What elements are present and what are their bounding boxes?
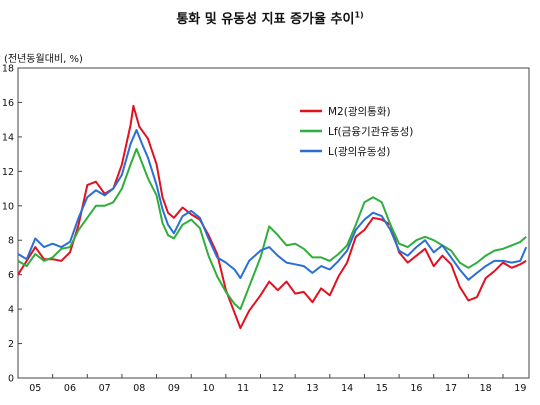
chart-title-text: 통화 및 유동성 지표 증가율 추이 <box>176 12 355 27</box>
y-tick-label: 0 <box>8 374 14 385</box>
legend-label-0: M2(광의통화) <box>328 106 391 118</box>
legend-label-1: Lf(금융기관유동성) <box>328 126 413 138</box>
x-tick-label: 16 <box>410 383 422 394</box>
x-tick-label: 19 <box>514 383 526 394</box>
x-tick-label: 07 <box>99 383 111 394</box>
legend-label-2: L(광의유동성) <box>328 146 390 158</box>
series-lines <box>17 104 528 330</box>
x-tick-label: 06 <box>64 383 76 394</box>
x-tick-label: 08 <box>133 383 145 394</box>
y-tick-label: 12 <box>2 167 14 178</box>
x-tick-label: 13 <box>306 383 318 394</box>
y-tick-label: 18 <box>2 64 14 75</box>
x-tick-label: 05 <box>29 383 41 394</box>
x-tick-label: 09 <box>168 383 180 394</box>
y-tick-label: 2 <box>8 339 14 350</box>
x-tick-label: 18 <box>480 383 492 394</box>
y-tick-label: 14 <box>2 132 14 143</box>
series-line-1 <box>17 147 527 311</box>
y-tick-label: 4 <box>8 305 14 316</box>
title-footnote: 1) <box>354 10 364 20</box>
x-tick-label: 12 <box>272 383 284 394</box>
x-tick-label: 10 <box>202 383 214 394</box>
chart-title: 통화 및 유동성 지표 증가율 추이1) <box>0 8 540 27</box>
x-tick-label: 17 <box>445 383 457 394</box>
series-line-0 <box>17 104 527 330</box>
x-tick-label: 15 <box>376 383 388 394</box>
x-tick-label: 14 <box>341 383 353 394</box>
y-tick-label: 16 <box>2 98 14 109</box>
y-axis-unit-label: (전년동월대비, %) <box>4 54 83 65</box>
legend: M2(광의통화) Lf(금융기관유동성) L(광의유동성) <box>300 106 413 158</box>
chart-axes: 0 2 4 6 8 10 12 14 16 18 05 06 07 08 09 10 11 12 13 14 15 16 1… <box>2 64 530 394</box>
plot-frame <box>17 67 530 379</box>
y-tick-label: 8 <box>8 236 14 247</box>
y-tick-label: 10 <box>2 201 14 212</box>
y-tick-label: 6 <box>8 270 14 281</box>
x-tick-label: 11 <box>237 383 249 394</box>
series-line-2 <box>17 129 528 281</box>
